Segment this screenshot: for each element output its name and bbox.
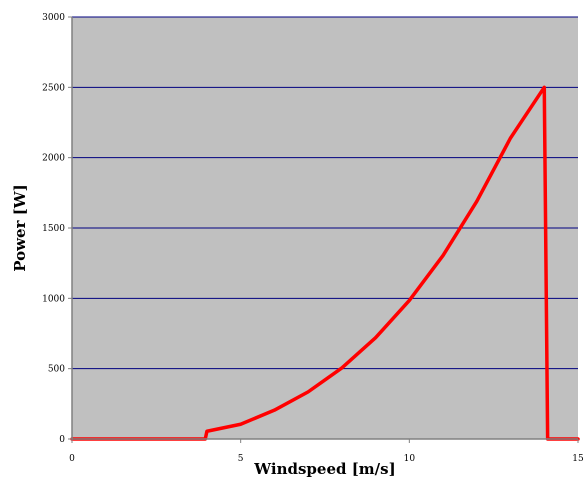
x-tick-label: 15: [572, 454, 584, 464]
y-tick-label: 2500: [42, 83, 65, 93]
x-tick-label: 10: [404, 454, 416, 464]
x-tick-label: 5: [238, 454, 244, 464]
x-axis-title: Windspeed [m/s]: [253, 460, 395, 478]
x-tick-label: 0: [69, 454, 75, 464]
y-tick-label: 2000: [42, 154, 65, 164]
y-tick-label: 1000: [42, 294, 65, 304]
y-tick-label: 3000: [42, 13, 65, 23]
y-axis-title: Power [W]: [11, 184, 29, 272]
y-tick-label: 0: [59, 435, 65, 445]
y-tick-label: 1500: [42, 224, 65, 234]
y-tick-label: 500: [48, 365, 65, 375]
